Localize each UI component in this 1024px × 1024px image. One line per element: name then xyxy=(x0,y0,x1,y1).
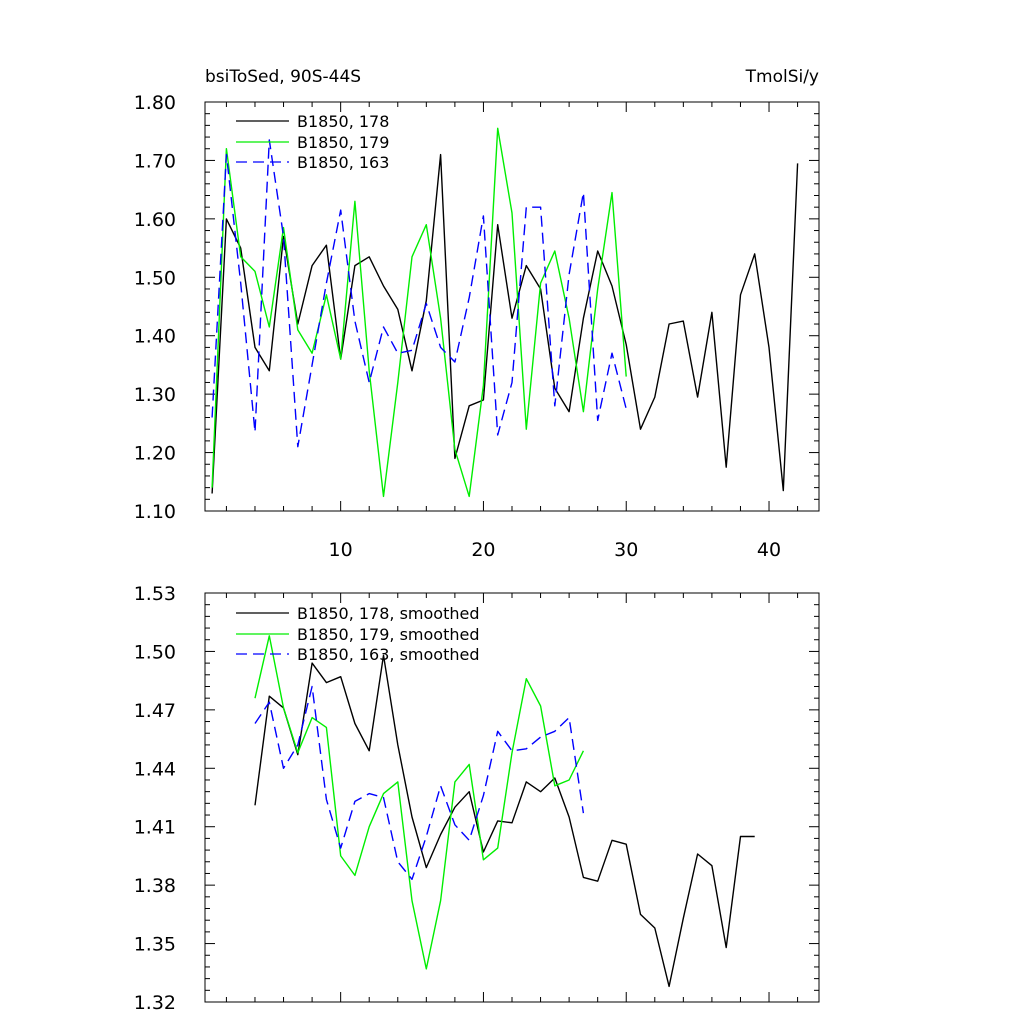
y-tick-label: 1.70 xyxy=(134,150,176,172)
x-tick-label: 40 xyxy=(757,539,781,561)
series-group xyxy=(254,635,755,988)
x-tick-label: 30 xyxy=(614,539,638,561)
series-line-1 xyxy=(254,635,585,970)
axes: 1.32 1.35 1.38 1.41 1.44 1.47 1.50 1.53 xyxy=(134,583,819,1014)
x-tick-label: 10 xyxy=(329,539,353,561)
y-tick-label: 1.50 xyxy=(134,267,176,289)
y-tick-label: 1.38 xyxy=(134,875,176,897)
legend: B1850, 178, smoothed B1850, 179, smoothe… xyxy=(236,604,480,664)
y-tick-label: 1.60 xyxy=(134,209,176,231)
series-line-2 xyxy=(254,685,585,880)
series-line-0 xyxy=(254,654,755,988)
bottom-panel: 1.32 1.35 1.38 1.41 1.44 1.47 1.50 1.53 B1850, … xyxy=(134,583,820,1014)
chart-title-left: bsiToSed, 90S-44S xyxy=(205,67,361,87)
axes: 1.10 1.20 1.30 1.40 1.50 1.60 1.70 1.80 10 20 30 40 xyxy=(134,92,819,561)
x-tick-label: 20 xyxy=(471,539,495,561)
legend-label: B1850, 163, smoothed xyxy=(297,645,480,664)
legend-label: B1850, 179, smoothed xyxy=(297,625,480,644)
y-tick-label: 1.41 xyxy=(134,817,176,839)
y-tick-label: 1.44 xyxy=(134,758,176,780)
series-line-1 xyxy=(211,127,627,498)
y-tick-label: 1.40 xyxy=(134,326,176,348)
y-tick-label: 1.80 xyxy=(134,92,176,114)
legend: B1850, 178 B1850, 179 B1850, 163 xyxy=(236,112,389,172)
y-tick-label: 1.20 xyxy=(134,443,176,465)
y-tick-label: 1.10 xyxy=(134,501,176,523)
chart-title-right: TmolSi/y xyxy=(745,67,819,87)
y-tick-label: 1.53 xyxy=(134,583,176,605)
legend-label: B1850, 178, smoothed xyxy=(297,604,480,623)
series-line-0 xyxy=(211,153,799,494)
series-line-2 xyxy=(211,139,627,448)
y-tick-label: 1.35 xyxy=(134,934,176,956)
y-tick-label: 1.50 xyxy=(134,641,176,663)
legend-label: B1850, 178 xyxy=(297,112,389,131)
series-group xyxy=(211,127,799,498)
y-tick-label: 1.30 xyxy=(134,384,176,406)
y-tick-label: 1.47 xyxy=(134,700,176,722)
y-tick-label: 1.32 xyxy=(134,992,176,1014)
legend-label: B1850, 163 xyxy=(297,153,389,172)
legend-label: B1850, 179 xyxy=(297,133,389,152)
top-panel: bsiToSed, 90S-44S TmolSi/y 1.101.201.301… xyxy=(134,67,820,561)
